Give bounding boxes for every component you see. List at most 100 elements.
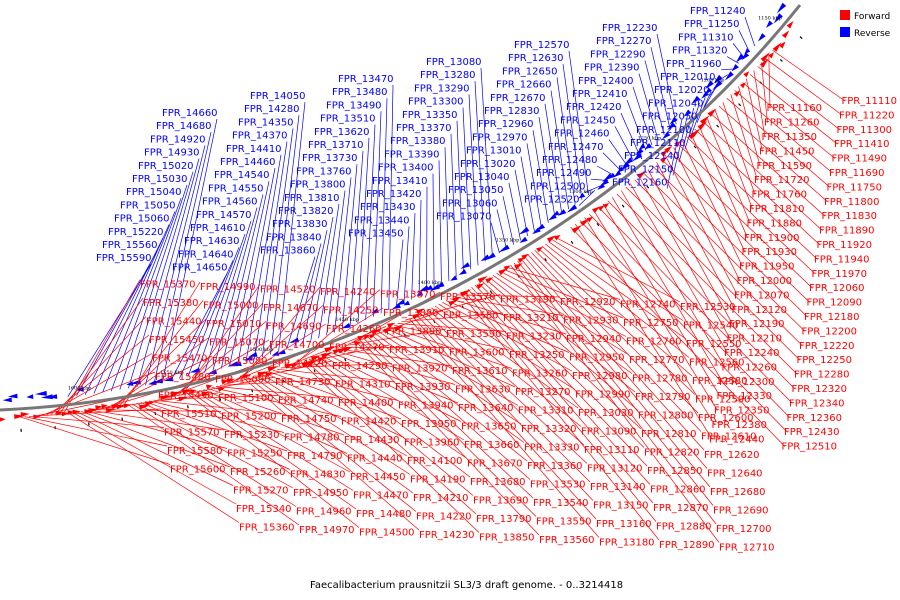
gene-label: FPR_12920 (560, 297, 616, 308)
leader-line (187, 247, 240, 377)
gene-label: FPR_12350 (714, 406, 770, 417)
gene-label: FPR_12430 (784, 427, 840, 438)
kbp-tick-label: 1500 kbp (249, 347, 273, 353)
gene-label: FPR_12050 (642, 112, 698, 123)
leader-line (696, 91, 712, 123)
leader-line (550, 90, 569, 210)
feature-tick (187, 405, 189, 409)
gene-label: FPR_14400 (338, 398, 394, 409)
reverse-gene-arrow (152, 378, 163, 384)
leader-line (673, 147, 741, 282)
gene-label: FPR_12250 (796, 355, 852, 366)
reverse-gene-arrow (609, 172, 616, 179)
leader-line (434, 305, 579, 409)
reverse-gene-arrow (713, 74, 723, 84)
leader-line (288, 326, 387, 366)
reverse-gene-arrow (47, 394, 58, 399)
gene-label: FPR_14480 (356, 509, 412, 520)
leader-line (80, 410, 231, 468)
leader-line (110, 198, 182, 392)
leader-line (144, 401, 288, 452)
leader-line (647, 169, 733, 325)
leader-line (625, 186, 801, 361)
gene-label: FPR_15360 (239, 523, 295, 534)
leader-line (496, 209, 507, 249)
legend: Forward Reverse (840, 10, 891, 39)
forward-gene-arrow (95, 405, 103, 410)
forward-gene-arrow (759, 58, 769, 68)
leader-line (102, 211, 176, 393)
gene-label: FPR_13380 (390, 136, 446, 147)
gene-label: FPR_15570 (164, 428, 220, 439)
gene-label: FPR_12990 (575, 390, 631, 401)
leader-line (248, 377, 417, 512)
feature-tick (646, 185, 650, 189)
leader-line (638, 73, 659, 141)
leader-line (153, 399, 282, 415)
leader-line (119, 184, 188, 390)
gene-label: FPR_13020 (460, 159, 516, 170)
leader-line (182, 284, 261, 395)
gene-label: FPR_12800 (638, 411, 694, 422)
leader-line (620, 113, 641, 156)
leader-line (41, 371, 156, 416)
forward-gene-arrow (743, 71, 750, 78)
gene-label: FPR_15090 (215, 375, 271, 386)
forward-gene-arrow (768, 52, 774, 59)
gene-label: FPR_13670 (467, 459, 523, 470)
leader-line (294, 243, 322, 347)
gene-label: FPR_13830 (272, 219, 328, 230)
leader-line (304, 359, 477, 515)
gene-label: FPR_15270 (233, 486, 289, 497)
reverse-gene-arrow (460, 262, 471, 269)
leader-line (608, 139, 628, 166)
gene-label: FPR_14610 (190, 223, 246, 234)
gene-label: FPR_13090 (581, 427, 637, 438)
gene-label: FPR_15230 (224, 430, 280, 441)
reverse-gene-arrow (34, 390, 47, 396)
feature-tick (570, 240, 574, 244)
kbp-tick-label: 1300 kbp (569, 189, 593, 195)
reverse-gene-arrow (776, 2, 787, 14)
forward-gene-arrow (503, 265, 511, 271)
gene-label: FPR_15510 (161, 409, 217, 420)
leader-line (614, 126, 634, 161)
leader-line (162, 118, 218, 383)
leader-line (324, 352, 462, 422)
leader-line (373, 111, 382, 317)
reverse-gene-arrow (40, 394, 53, 400)
gene-label: FPR_14190 (410, 475, 466, 486)
gene-label: FPR_11810 (749, 204, 805, 215)
leader-line (562, 64, 583, 200)
leader-line (270, 115, 300, 355)
gene-label: FPR_15050 (120, 200, 176, 211)
gene-label: FPR_13870 (380, 290, 436, 301)
gene-label: FPR_13160 (596, 519, 652, 530)
leader-line (85, 410, 228, 449)
leader-line (660, 158, 811, 303)
feature-tick (489, 290, 493, 294)
reverse-gene-arrow (518, 226, 530, 235)
leader-line (449, 298, 567, 335)
feature-tick (544, 258, 547, 262)
leader-line (513, 262, 717, 525)
gene-label: FPR_11300 (836, 125, 892, 136)
reverse-gene-arrow (557, 209, 567, 216)
leader-line (514, 169, 528, 237)
gene-label: FPR_15010 (206, 319, 262, 330)
gene-label: FPR_12150 (618, 164, 674, 175)
gene-label: FPR_13320 (521, 424, 577, 435)
gene-label: FPR_13660 (464, 440, 520, 451)
leader-line (726, 98, 831, 188)
gene-label: FPR_15200 (221, 412, 277, 423)
leader-line (316, 355, 468, 459)
kbp-tick-label: 1450 kbp (335, 317, 359, 323)
map-title: Faecalibacterium prausnitzii SL3/3 draft… (310, 580, 623, 591)
leader-line (161, 376, 276, 399)
leader-line (244, 378, 420, 531)
gene-label: FPR_15440 (146, 317, 202, 328)
leader-line (702, 85, 717, 110)
gene-label: FPR_12160 (612, 178, 668, 189)
leader-line (388, 84, 394, 310)
